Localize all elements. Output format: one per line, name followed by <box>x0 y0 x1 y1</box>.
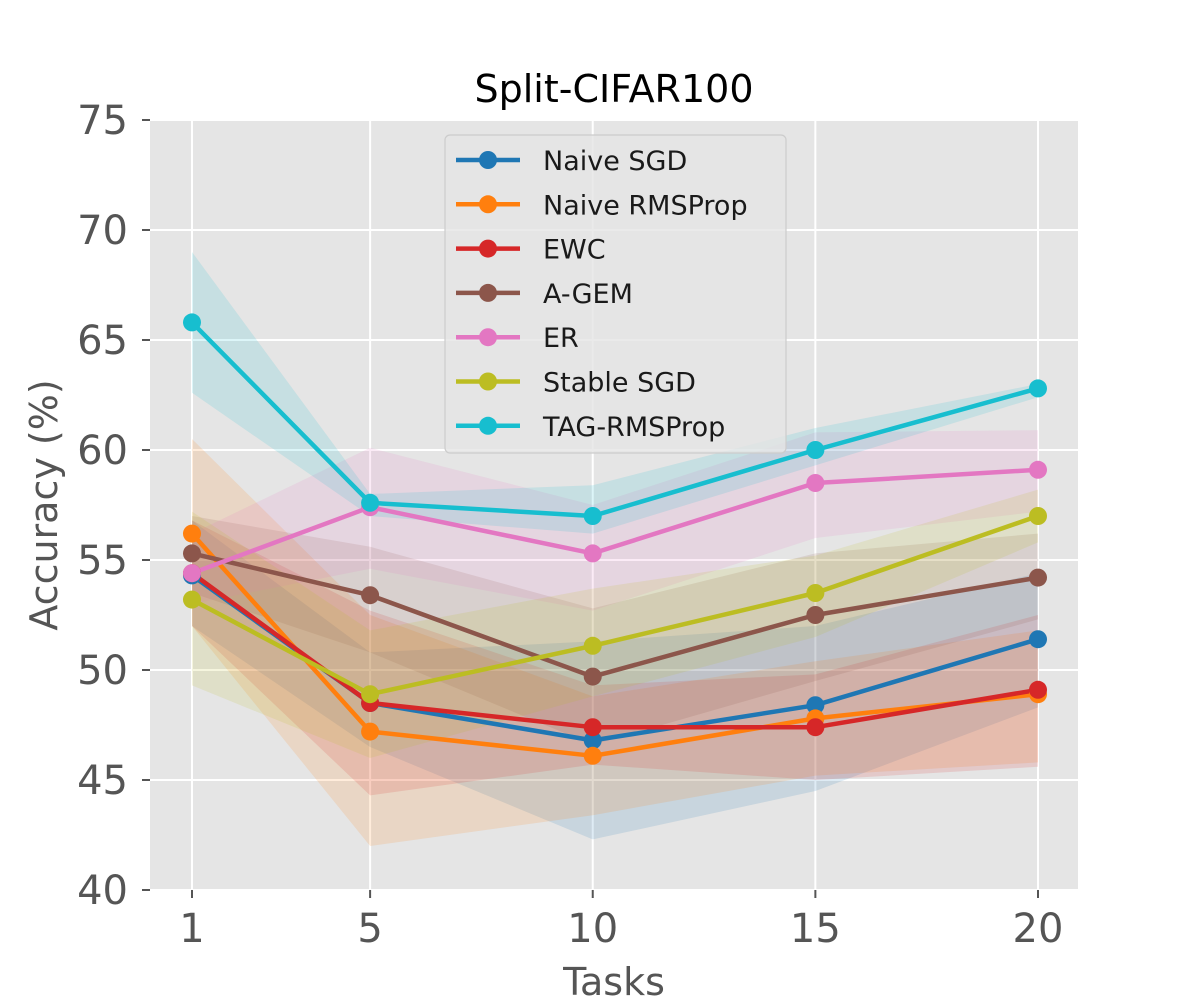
a-gem-point <box>806 606 825 624</box>
legend-swatch-marker <box>479 416 497 435</box>
x-axis-label: Tasks <box>562 960 665 1000</box>
chart-title: Split-CIFAR100 <box>474 67 753 111</box>
legend-label: Naive RMSProp <box>543 190 748 221</box>
naive-rmsprop-point <box>183 524 201 543</box>
er-point <box>583 544 602 563</box>
stable-sgd-point <box>583 636 602 655</box>
a-gem-point <box>583 667 602 686</box>
a-gem-point <box>1029 568 1047 587</box>
er-band <box>192 430 1038 611</box>
legend-swatch-marker <box>479 239 497 258</box>
y-axis-label: Accuracy (%) <box>22 379 66 630</box>
tag-rmsprop-point <box>583 507 602 525</box>
legend-item-naive-sgd: Naive SGD <box>456 146 687 177</box>
y-tick-label: 60 <box>77 428 128 474</box>
legend-box <box>444 134 787 454</box>
legend-swatch-marker <box>479 372 497 391</box>
naive-rmsprop-point <box>583 746 602 765</box>
x-tick-label: 5 <box>357 906 382 952</box>
legend-item-stable-sgd: Stable SGD <box>456 368 696 399</box>
legend-label: Naive SGD <box>543 146 687 177</box>
ewc-point <box>583 718 602 737</box>
x-tick-label: 15 <box>790 906 841 952</box>
legend-item-naive-rmsprop: Naive RMSProp <box>456 190 748 221</box>
x-axis-ticks: 1 5 10 15 20 <box>179 890 1063 952</box>
tag-rmsprop-point <box>361 493 380 512</box>
y-tick-label: 65 <box>77 318 128 364</box>
x-tick-label: 10 <box>567 906 618 952</box>
naive-sgd-point <box>583 731 602 750</box>
x-tick-label: 1 <box>179 906 204 952</box>
tag-rmsprop-point <box>183 313 201 332</box>
naive-sgd-point <box>806 696 825 715</box>
stable-sgd-point <box>361 685 380 704</box>
legend-item-a-gem: A-GEM <box>456 279 633 310</box>
a-gem-point <box>361 586 380 605</box>
y-tick-label: 70 <box>77 208 128 254</box>
legend-label: Stable SGD <box>543 368 696 399</box>
legend-item-ewc: EWC <box>456 235 606 266</box>
legend-label: TAG-RMSProp <box>542 412 725 443</box>
ewc-point <box>806 718 825 737</box>
stable-sgd-point <box>1029 507 1047 525</box>
legend-swatch-marker <box>479 195 497 214</box>
legend-label: A-GEM <box>543 279 633 310</box>
x-tick-label: 20 <box>1013 906 1064 952</box>
series-points <box>183 313 1047 765</box>
y-tick-label: 40 <box>77 868 128 914</box>
y-tick-label: 45 <box>77 758 128 804</box>
naive-sgd-band <box>192 520 1038 840</box>
legend-item-er: ER <box>456 323 579 354</box>
legend: Naive SGD Naive RMSProp EWC A-GEM ER Stable S… <box>444 134 787 454</box>
tag-rmsprop-point <box>1029 379 1047 398</box>
stable-sgd-point <box>183 590 201 609</box>
y-tick-label: 55 <box>77 538 128 584</box>
a-gem-point <box>183 544 201 563</box>
naive-sgd-point <box>1029 630 1047 649</box>
er-point <box>1029 460 1047 479</box>
y-tick-label: 75 <box>77 98 128 144</box>
naive-rmsprop-band <box>192 439 1038 846</box>
legend-label: EWC <box>543 235 606 266</box>
y-tick-label: 50 <box>77 648 128 694</box>
naive-rmsprop-point <box>361 722 380 741</box>
stable-sgd-band <box>192 489 1038 758</box>
ewc-point <box>1029 680 1047 699</box>
legend-swatch-marker <box>479 328 497 347</box>
legend-swatch-marker <box>479 151 497 169</box>
legend-swatch-marker <box>479 283 497 302</box>
stable-sgd-point <box>806 584 825 602</box>
legend-label: ER <box>543 323 579 354</box>
er-point <box>183 564 201 583</box>
er-point <box>806 474 825 492</box>
y-axis-ticks: 40 45 50 55 60 65 70 75 <box>77 98 150 914</box>
tag-rmsprop-point <box>806 441 825 459</box>
a-gem-band <box>192 516 1038 745</box>
legend-item-tag-rmsprop: TAG-RMSProp <box>456 412 725 443</box>
